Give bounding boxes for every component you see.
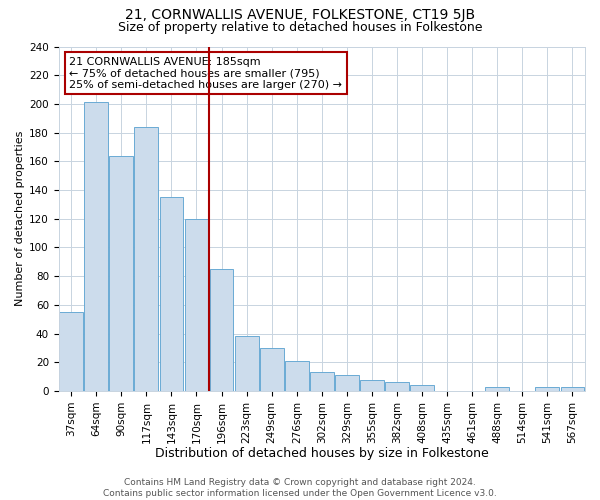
Bar [134,127,158,391]
Bar [485,386,509,391]
Text: Contains HM Land Registry data © Crown copyright and database right 2024.
Contai: Contains HM Land Registry data © Crown c… [103,478,497,498]
Bar [310,372,334,391]
Text: Size of property relative to detached houses in Folkestone: Size of property relative to detached ho… [118,21,482,34]
Bar [385,382,409,391]
Bar [285,361,308,391]
Bar [59,312,83,391]
Bar [185,218,208,391]
Bar [535,386,559,391]
X-axis label: Distribution of detached houses by size in Folkestone: Distribution of detached houses by size … [155,447,488,460]
Bar [260,348,284,391]
Bar [160,197,184,391]
Text: 21, CORNWALLIS AVENUE, FOLKESTONE, CT19 5JB: 21, CORNWALLIS AVENUE, FOLKESTONE, CT19 … [125,8,475,22]
Bar [560,386,584,391]
Bar [410,385,434,391]
Bar [235,336,259,391]
Bar [360,380,384,391]
Y-axis label: Number of detached properties: Number of detached properties [15,131,25,306]
Bar [209,269,233,391]
Bar [109,156,133,391]
Text: 21 CORNWALLIS AVENUE: 185sqm
← 75% of detached houses are smaller (795)
25% of s: 21 CORNWALLIS AVENUE: 185sqm ← 75% of de… [69,57,342,90]
Bar [335,375,359,391]
Bar [85,102,108,391]
